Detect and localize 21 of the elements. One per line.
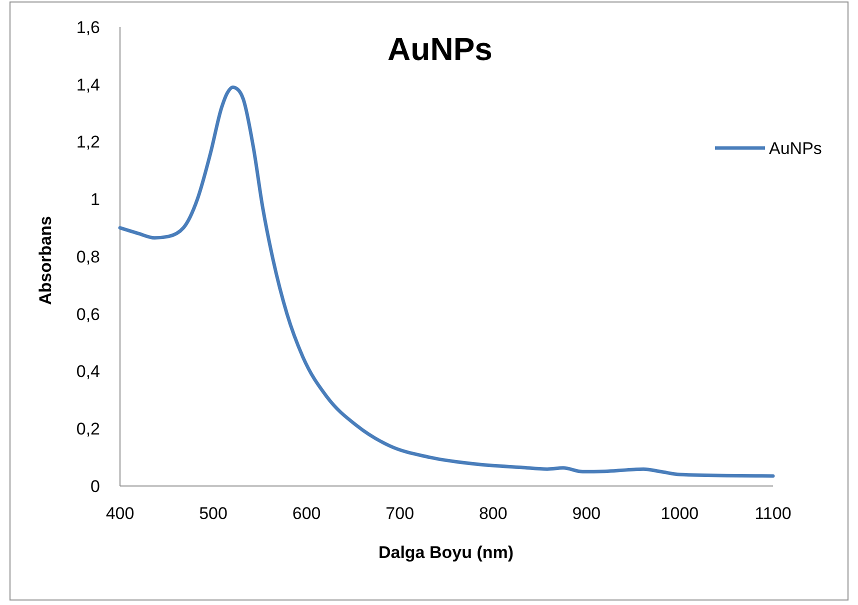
x-tick-label: 800	[478, 504, 508, 523]
y-tick-label: 1,6	[76, 18, 100, 37]
x-tick-label: 1100	[754, 504, 792, 523]
chart-title: AuNPs	[388, 31, 492, 67]
x-tick-label: 900	[572, 504, 601, 523]
y-tick-label: 1,4	[76, 75, 100, 94]
x-tick-label: 600	[292, 504, 321, 523]
y-axis-title: Absorbans	[36, 216, 55, 305]
x-tick-label: 500	[199, 504, 228, 523]
x-tick-label: 700	[386, 504, 414, 523]
y-tick-label: 0,4	[76, 362, 100, 382]
x-tick-label: 1000	[660, 504, 699, 523]
x-tick-label: 400	[106, 504, 134, 523]
y-tick-label: 1	[90, 190, 100, 210]
y-tick-label: 0	[90, 476, 100, 496]
y-tick-label: 0,2	[76, 420, 100, 439]
x-axis-title: Dalga Boyu (nm)	[378, 543, 514, 562]
y-tick-label: 0,8	[76, 247, 100, 266]
y-tick-label: 1,2	[76, 132, 100, 152]
y-tick-label: 0,6	[76, 304, 100, 324]
legend-label: AuNPs	[769, 138, 822, 158]
